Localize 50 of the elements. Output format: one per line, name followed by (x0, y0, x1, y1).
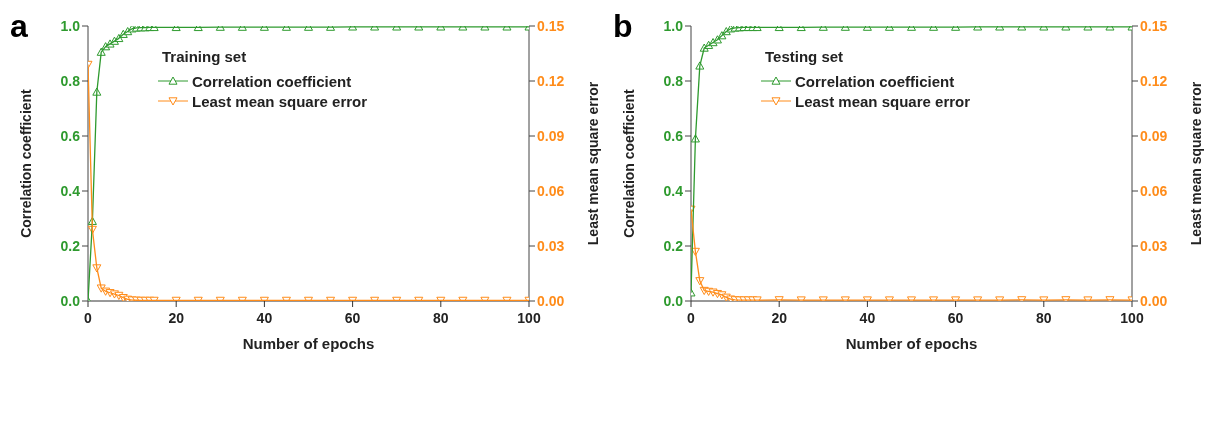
y2-tick-label: 0.09 (1140, 127, 1168, 144)
y2-tick-label: 0.03 (537, 237, 565, 254)
y-tick-label: 0.8 (60, 72, 81, 89)
y-tick-label: 0.8 (663, 72, 684, 89)
y-tick-label: 0.6 (60, 127, 81, 144)
x-tick-label: 80 (433, 310, 449, 326)
y2-axis-title: Least mean square error (1187, 81, 1204, 246)
y-axis-title: Correlation coefficient (17, 88, 34, 238)
y-tick-label: 0.2 (60, 237, 81, 254)
x-axis-title: Number of epochs (242, 335, 375, 352)
y2-tick-label: 0.12 (1140, 72, 1168, 89)
y2-tick-label: 0.06 (1140, 182, 1168, 199)
y-tick-label: 0.0 (60, 292, 81, 309)
chart-title: a (10, 8, 28, 45)
x-tick-label: 80 (1036, 310, 1052, 326)
x-tick-label: 20 (771, 310, 788, 326)
x-axis-title: Number of epochs (845, 335, 978, 352)
y-tick-label: 0.6 (663, 127, 684, 144)
y-tick-label: 1.0 (60, 17, 81, 34)
x-tick-label: 100 (517, 310, 541, 326)
y-tick-label: 1.0 (663, 17, 684, 34)
y-tick-label: 0.4 (60, 182, 81, 199)
legend-title: Testing set (765, 48, 845, 65)
x-tick-label: 40 (256, 310, 273, 326)
chart-title: b (613, 8, 633, 45)
y2-tick-label: 0.00 (1140, 292, 1168, 309)
legend-title: Training set (162, 48, 248, 65)
y-tick-label: 0.2 (663, 237, 684, 254)
y-tick-label: 0.4 (663, 182, 684, 199)
y2-tick-label: 0.03 (1140, 237, 1168, 254)
y2-tick-label: 0.15 (537, 17, 565, 34)
x-tick-label: 20 (168, 310, 185, 326)
legend-label: Correlation coefficient (192, 72, 352, 90)
x-tick-label: 60 (947, 310, 964, 326)
x-tick-label: 0 (687, 310, 696, 326)
y2-tick-label: 0.15 (1140, 17, 1168, 34)
y-tick-label: 0.0 (663, 292, 684, 309)
x-tick-label: 60 (344, 310, 361, 326)
legend-label: Least mean square error (192, 92, 368, 110)
y2-tick-label: 0.00 (537, 292, 565, 309)
y2-tick-label: 0.06 (537, 182, 565, 199)
legend-label: Least mean square error (795, 92, 971, 110)
y2-tick-label: 0.09 (537, 127, 565, 144)
y-axis-title: Correlation coefficient (620, 88, 637, 238)
x-tick-label: 0 (84, 310, 93, 326)
x-tick-label: 100 (1120, 310, 1144, 326)
legend-label: Correlation coefficient (795, 72, 955, 90)
y2-axis-title: Least mean square error (584, 81, 601, 246)
x-tick-label: 40 (859, 310, 876, 326)
y2-tick-label: 0.12 (537, 72, 565, 89)
